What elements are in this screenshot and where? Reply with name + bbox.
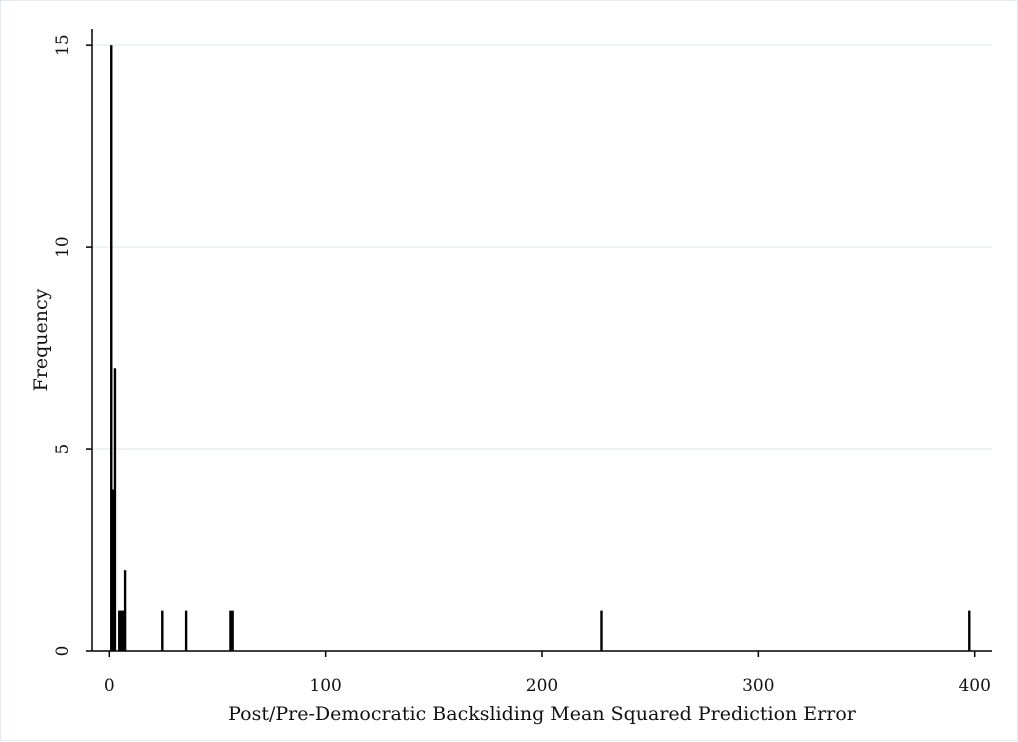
y-tick-label-5: 5 [53,444,73,455]
x-tick-label-200: 200 [526,676,558,696]
bar-3 [118,610,121,651]
bar-5 [121,610,125,651]
x-tick-label-100: 100 [309,676,341,696]
x-ticks: 0 100 200 300 400 [104,651,991,696]
x-tick-label-400: 400 [958,676,990,696]
bar-6 [123,570,127,651]
axes [91,29,992,652]
bar-12 [968,610,971,651]
bar-2 [113,368,117,651]
x-tick-label-300: 300 [742,676,774,696]
bar-11 [600,610,603,651]
y-ticks: 0 5 10 15 [53,34,92,656]
y-tick-label-0: 0 [53,646,73,657]
y-axis-title: Frequency [30,288,52,391]
bar-1 [111,489,115,651]
bars [110,45,971,652]
bar-0 [110,45,113,652]
bar-4 [120,610,123,651]
gridlines [93,44,992,451]
x-tick-label-0: 0 [104,676,115,696]
y-tick-label-10: 10 [53,236,73,258]
bar-7 [161,610,164,651]
bar-9 [229,610,232,651]
bar-10 [231,610,234,651]
y-tick-label-15: 15 [53,34,73,56]
x-axis-title: Post/Pre-Democratic Backsliding Mean Squ… [228,703,857,725]
bar-8 [184,610,188,651]
